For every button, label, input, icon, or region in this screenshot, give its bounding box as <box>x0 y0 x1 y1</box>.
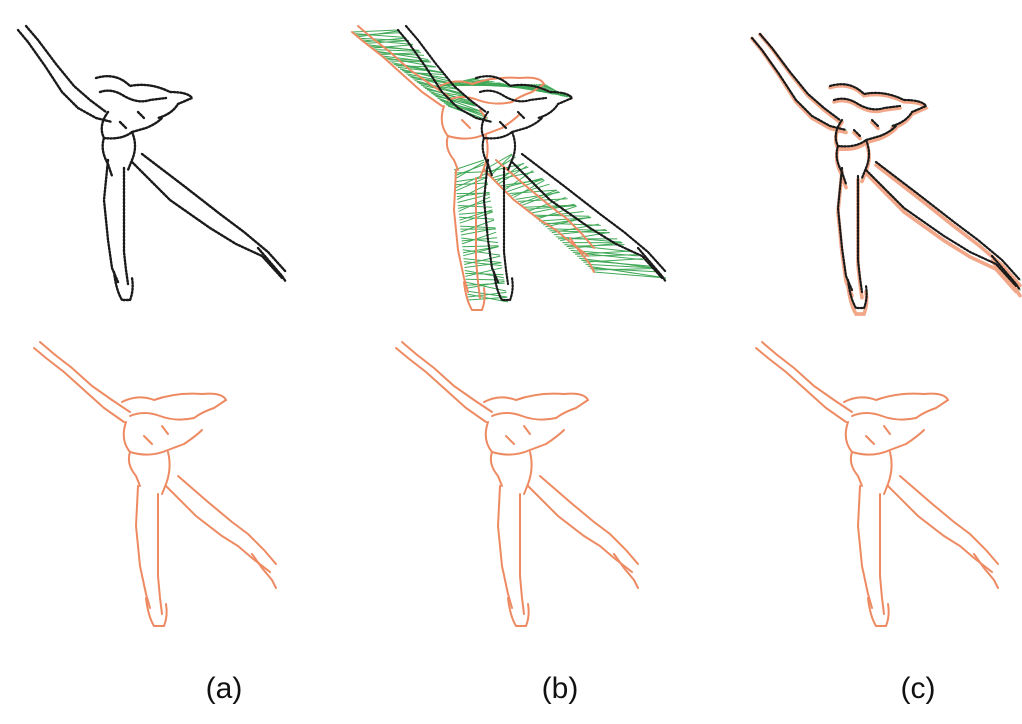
correspondence-line <box>457 200 492 209</box>
correspondence-line <box>543 83 568 98</box>
correspondence-line <box>545 216 591 228</box>
correspondence-line <box>467 291 507 298</box>
correspondence-line <box>532 214 590 217</box>
correspondence-line <box>435 95 475 106</box>
correspondence-line <box>420 84 464 95</box>
correspondence-line <box>465 272 504 276</box>
correspondence-line <box>534 211 584 218</box>
correspondence-line <box>456 183 489 200</box>
correspondence-line <box>351 29 399 33</box>
correspondence-line <box>461 231 497 245</box>
correspondence-line <box>462 246 499 254</box>
correspondence-line <box>389 60 431 63</box>
correspondence-line <box>587 265 667 279</box>
panel-b-correspondence <box>351 24 668 311</box>
correspondence-line <box>538 217 592 222</box>
panel-c-aligned-shapes <box>750 32 1022 316</box>
correspondence-line <box>454 171 487 174</box>
correspondence-line <box>457 205 493 208</box>
correspondence-line <box>364 37 407 43</box>
correspondence-line <box>453 159 485 171</box>
correspondence-line <box>395 65 436 68</box>
correspondence-line <box>372 44 414 49</box>
correspondence-line <box>581 259 652 267</box>
correspondence-line <box>461 237 499 244</box>
correspondence-line <box>466 282 505 286</box>
correspondence-line <box>454 161 485 180</box>
correspondence-line <box>441 100 482 113</box>
correspondence-line <box>464 262 502 268</box>
panel-a-target-shape <box>33 341 277 627</box>
correspondence-line <box>358 30 399 38</box>
correspondence-line <box>460 228 496 236</box>
correspondence-line <box>397 66 442 73</box>
caption-a: (a) <box>205 672 243 705</box>
correspondence-line <box>463 261 502 267</box>
correspondence-line <box>391 62 442 73</box>
correspondence-line <box>461 237 498 242</box>
correspondence-line <box>402 70 448 79</box>
panel-c-target-shape <box>755 341 999 627</box>
correspondence-line <box>462 249 501 256</box>
correspondence-line <box>463 246 499 257</box>
correspondence-line <box>591 268 655 271</box>
panel-a-source-shape <box>16 24 288 302</box>
correspondence-line <box>404 71 444 75</box>
caption-c: (c) <box>900 672 936 705</box>
correspondence-line <box>583 258 643 263</box>
correspondence-line <box>465 281 507 292</box>
correspondence-line <box>399 68 451 82</box>
correspondence-line <box>465 278 505 281</box>
correspondence-line <box>585 263 654 269</box>
correspondence-line <box>354 33 406 38</box>
correspondence-line <box>467 293 509 303</box>
correspondence-line <box>459 225 496 229</box>
correspondence-line <box>462 245 499 248</box>
correspondence-line <box>460 219 495 233</box>
correspondence-line <box>427 89 466 97</box>
correspondence-line <box>455 176 487 183</box>
correspondence-line <box>374 49 420 52</box>
correspondence-line <box>589 267 659 273</box>
correspondence-line <box>443 102 485 116</box>
correspondence-line <box>455 176 488 192</box>
caption-b: (b) <box>541 672 579 705</box>
correspondence-line <box>464 255 501 265</box>
correspondence-line <box>366 40 409 44</box>
correspondence-line <box>406 73 453 84</box>
correspondence-line <box>465 267 503 277</box>
panel-b-target-shape <box>395 341 639 627</box>
correspondence-line <box>536 205 577 220</box>
correspondence-line <box>593 271 667 279</box>
